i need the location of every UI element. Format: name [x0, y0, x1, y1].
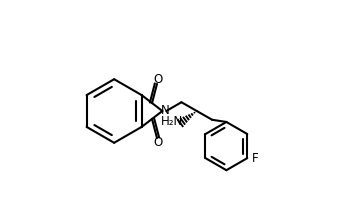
- Text: F: F: [252, 152, 259, 165]
- Text: H₂N: H₂N: [161, 115, 183, 128]
- Text: N: N: [161, 105, 169, 117]
- Text: O: O: [153, 73, 163, 86]
- Text: O: O: [153, 136, 163, 149]
